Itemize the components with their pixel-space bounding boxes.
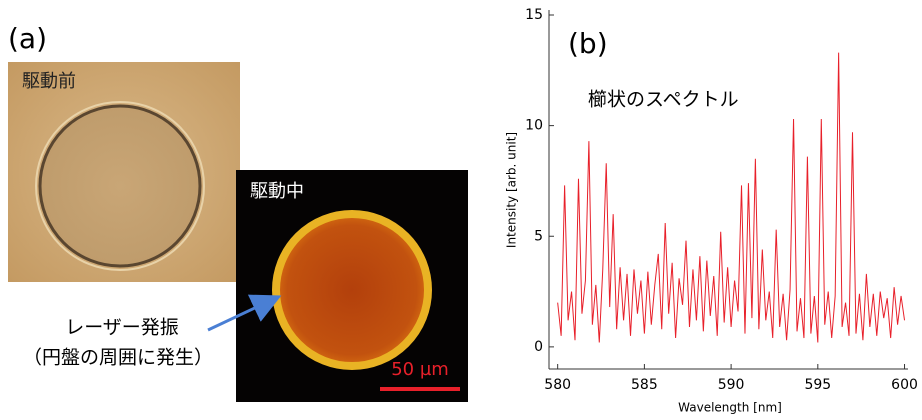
x-tick-label: 580 <box>544 377 571 393</box>
panel-label: (b) <box>568 27 608 60</box>
y-axis-label: Intensity [arb. unit] <box>505 132 519 248</box>
figure: (a) 駆動前 駆動中 50 µm レーザー発振 （円盤の周囲に発生） (b) … <box>0 0 922 416</box>
disk-before <box>40 106 200 266</box>
annotation: 櫛状のスペクトル <box>588 89 739 111</box>
callout-text: （円盤の周囲に発生） <box>23 347 213 369</box>
panel-label: (a) <box>8 22 47 55</box>
y-tick-label: 15 <box>525 7 543 23</box>
x-tick-label: 590 <box>718 377 745 393</box>
y-tick-label: 5 <box>534 228 543 244</box>
during-label: 駆動中 <box>250 181 304 202</box>
before-label: 駆動前 <box>22 71 76 92</box>
y-tick-label: 0 <box>534 339 543 355</box>
y-tick-label: 10 <box>525 118 543 134</box>
callout-text: レーザー発振 <box>65 317 179 339</box>
x-axis-label: Wavelength [nm] <box>678 401 782 415</box>
x-tick-label: 600 <box>891 377 918 393</box>
scale-bar-label: 50 µm <box>391 359 449 380</box>
disk-during <box>276 214 428 366</box>
x-tick-label: 585 <box>631 377 658 393</box>
x-tick-label: 595 <box>804 377 831 393</box>
